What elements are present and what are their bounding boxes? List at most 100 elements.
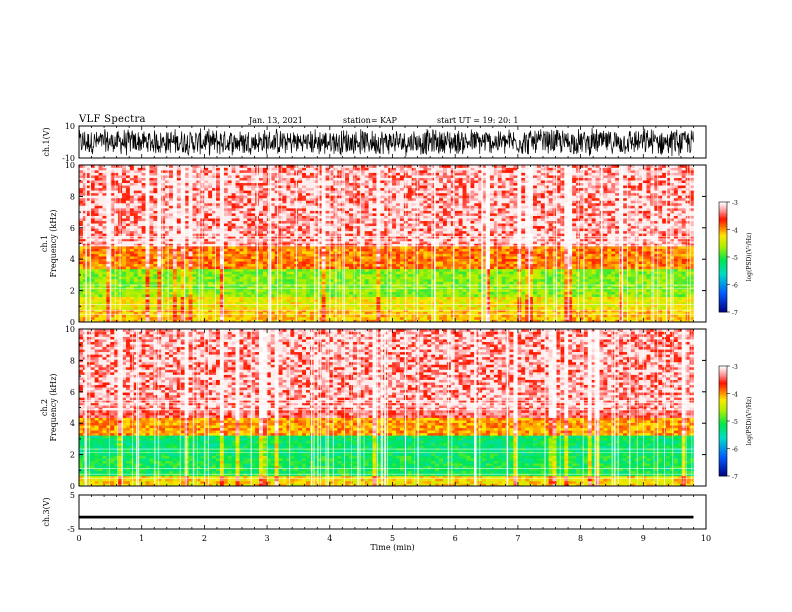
ch1-spectrogram-cell (349, 215, 354, 219)
ch1-spectrogram-cell (188, 197, 193, 201)
ch1-spectrogram-cell (184, 256, 189, 259)
ch1-spectrogram-cell (356, 319, 362, 323)
ch1-spectrogram-cell (321, 246, 326, 249)
ch1-spectrogram-cell (325, 215, 330, 219)
ch1-spectrogram-cell (306, 278, 311, 282)
ch1-spectrogram-cell (102, 190, 107, 194)
ch1-spectrogram-cell (125, 205, 131, 209)
ch1-spectrogram-cell (274, 301, 279, 305)
ch1-spectrogram-cell (282, 213, 287, 216)
ch1-spectrogram-cell (282, 190, 287, 194)
ch1-spectrogram-cell (231, 243, 236, 247)
ch1-spectrogram-cell (188, 187, 193, 191)
ch1-spectrogram-cell (251, 225, 256, 229)
ch1-spectrogram-cell (325, 304, 330, 308)
ch1-spectrogram-cell (94, 197, 99, 201)
ch1-spectrogram-cell (165, 281, 170, 285)
ch1-spectrogram-cell (141, 296, 146, 300)
ch1-spectrogram-cell (161, 291, 166, 295)
ch1-spectrogram-cell (172, 233, 178, 237)
ch1-spectrogram-cell (122, 261, 127, 265)
ch1-spectrogram-cell (86, 294, 92, 297)
ch1-spectrogram-cell (106, 281, 111, 285)
ch1-spectrogram-cell (286, 314, 291, 318)
ch1-spectrogram-cell (114, 205, 119, 209)
ch1-spectrogram-cell (286, 271, 291, 275)
ch1-spectrogram-cell (306, 167, 311, 171)
ch1-spectrogram-cell (352, 276, 358, 280)
ch1-spectrogram-cell (102, 299, 107, 303)
ch1-spectrogram-cell (122, 185, 127, 189)
ch1-spectrogram-cell (184, 180, 189, 184)
ch1-spectrogram-cell (94, 273, 99, 277)
ch1-spectrogram-cell (165, 278, 170, 282)
ch1-spectrogram-cell (306, 294, 311, 297)
ch1-spectrogram-cell (204, 223, 209, 227)
ch1-spectrogram-cell (247, 304, 252, 308)
ch1-spectrogram-cell (227, 261, 232, 265)
ch1-spectrogram-cell (262, 253, 268, 257)
ch1-spectrogram-cell (298, 294, 303, 297)
ch1-spectrogram-cell (82, 253, 88, 257)
ch1-spectrogram-cell (110, 187, 115, 191)
ch1-spectrogram-cell (169, 208, 174, 211)
ch1-spectrogram-cell (172, 251, 178, 254)
ch1-spectrogram-cell (153, 215, 158, 219)
ch1-spectrogram-cell (219, 230, 225, 234)
ch1-spectrogram-cell (122, 273, 127, 277)
ch1-spectrogram-cell (184, 284, 189, 287)
ch1-spectrogram-cell (192, 291, 197, 295)
ch1-spectrogram-cell (79, 261, 84, 265)
ch1-spectrogram-cell (98, 175, 103, 178)
ch1-spectrogram-cell (282, 170, 287, 173)
ch1-spectrogram-cell (125, 248, 131, 252)
ch1-spectrogram-cell (364, 235, 369, 239)
ch1-spectrogram-cell (114, 213, 119, 216)
ch1-spectrogram-cell (215, 289, 221, 292)
ch1-spectrogram-cell (270, 195, 275, 199)
ch1-spectrogram-cell (82, 289, 88, 292)
ch1-spectrogram-cell (372, 261, 377, 265)
ch1-spectrogram-cell (153, 187, 158, 191)
ch1-spectrogram-cell (90, 316, 95, 320)
ch1-spectrogram-cell (270, 248, 275, 252)
ch1-spectrogram-cell (110, 271, 115, 275)
ch1-spectrogram-cell (282, 210, 287, 214)
ch1-spectrogram-cell (270, 309, 275, 313)
ch1-spectrogram-cell (204, 306, 209, 310)
ch1-spectrogram-cell (372, 240, 377, 244)
ch1-spectrogram-cell (278, 311, 283, 315)
ch1-spectrogram-cell (298, 314, 303, 318)
ch1-spectrogram-cell (223, 225, 229, 229)
ch1-spectrogram-cell (122, 284, 127, 287)
ch1-spectrogram-cell (282, 294, 287, 297)
ch1-spectrogram-cell (129, 319, 135, 323)
ch1-spectrogram-cell (270, 284, 275, 287)
ch1-spectrogram-cell (282, 228, 287, 232)
ch1-spectrogram-cell (114, 268, 119, 272)
ch1-spectrogram-cell (247, 223, 252, 227)
ch1-spectrogram-cell (82, 243, 88, 247)
ch1-spectrogram-cell (157, 215, 162, 219)
ch1-spectrogram-cell (102, 208, 107, 211)
ch1-spectrogram-cell (368, 261, 373, 265)
ch1-spectrogram-cell (356, 195, 362, 199)
ch1-spectrogram-cell (129, 276, 135, 280)
ch1-spectrogram-cell (352, 202, 358, 206)
ch1-spectrogram-cell (306, 258, 311, 262)
ch1-spectrogram-cell (278, 165, 283, 168)
ch1-spectrogram-cell (306, 284, 311, 287)
ch1-spectrogram-cell (192, 225, 197, 229)
ch1-spectrogram-cell (129, 273, 135, 277)
ch1-spectrogram-cell (94, 289, 99, 292)
ch1-spectrogram-cell (98, 195, 103, 199)
ch1-spectrogram-cell (114, 230, 119, 234)
ch1-spectrogram-cell (298, 309, 303, 313)
ch1-spectrogram-cell (364, 175, 369, 178)
ch1-spectrogram-cell (176, 291, 182, 295)
ch1-spectrogram-cell (219, 205, 225, 209)
ch1-spectrogram-cell (165, 319, 170, 323)
ch1-spectrogram-cell (169, 289, 174, 292)
ch1-spectrogram-cell (243, 228, 248, 232)
ch1-spectrogram-cell (243, 240, 248, 244)
